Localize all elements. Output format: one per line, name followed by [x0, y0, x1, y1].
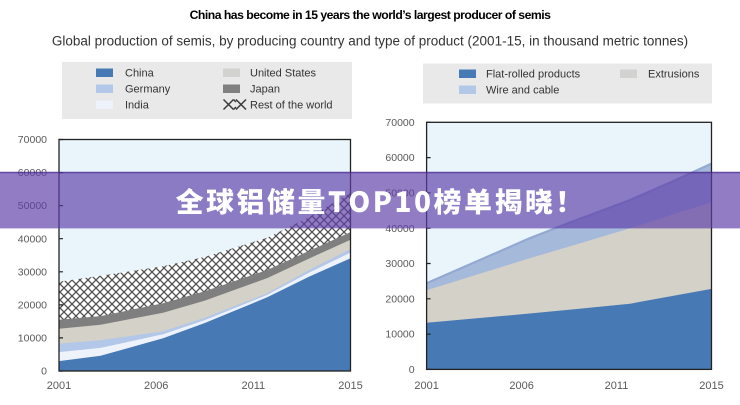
svg-text:40000: 40000: [18, 233, 47, 245]
svg-text:Germany: Germany: [125, 84, 171, 96]
svg-text:Wire and cable: Wire and cable: [486, 85, 559, 97]
svg-text:2006: 2006: [144, 380, 168, 392]
svg-text:2015: 2015: [338, 380, 362, 392]
svg-text:20000: 20000: [18, 300, 47, 312]
svg-text:0: 0: [409, 364, 415, 376]
svg-text:Global production of semis, by: Global production of semis, by producing…: [52, 34, 688, 49]
svg-text:2006: 2006: [509, 380, 533, 392]
svg-text:70000: 70000: [385, 117, 414, 129]
svg-text:2001: 2001: [414, 380, 438, 392]
svg-text:China has become in 15 years t: China has become in 15 years the world’s…: [190, 8, 551, 22]
svg-text:Flat-rolled products: Flat-rolled products: [486, 69, 581, 81]
svg-text:2015: 2015: [699, 380, 723, 392]
svg-text:30000: 30000: [385, 258, 414, 270]
svg-text:70000: 70000: [18, 134, 47, 146]
svg-text:10000: 10000: [385, 329, 414, 341]
svg-text:Extrusions: Extrusions: [648, 69, 700, 81]
svg-text:20000: 20000: [385, 293, 414, 305]
svg-text:United States: United States: [250, 68, 317, 80]
svg-text:2011: 2011: [605, 380, 629, 392]
svg-text:Rest of the world: Rest of the world: [250, 100, 333, 112]
svg-text:60000: 60000: [385, 152, 414, 164]
svg-text:30000: 30000: [18, 266, 47, 278]
svg-text:China: China: [125, 68, 155, 80]
svg-text:2011: 2011: [241, 380, 265, 392]
svg-text:Japan: Japan: [250, 84, 280, 96]
svg-text:10000: 10000: [18, 333, 47, 345]
svg-text:India: India: [125, 100, 150, 112]
svg-text:2001: 2001: [47, 380, 71, 392]
svg-text:0: 0: [41, 366, 47, 378]
